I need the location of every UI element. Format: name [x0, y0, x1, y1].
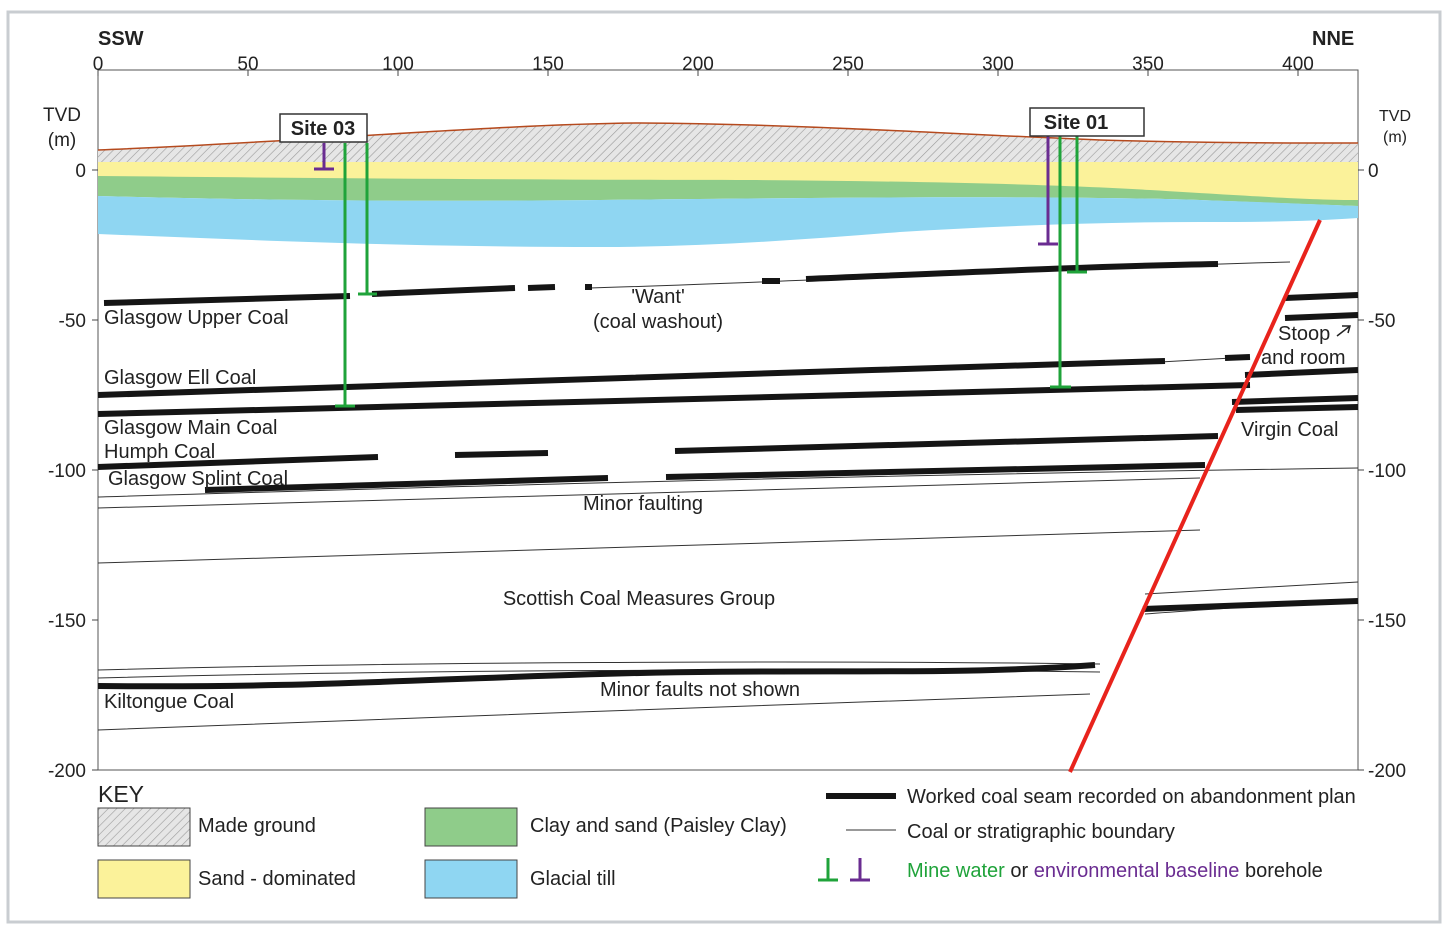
key-label-boreholes: Mine water or environmental baseline bor… — [907, 860, 1323, 882]
seam-glasgow-upper-7 — [1284, 292, 1359, 301]
y-tick: -50 — [59, 311, 86, 332]
site01-boreholes: Site 01 — [1029, 107, 1145, 389]
seam-humph-3 — [674, 433, 1219, 454]
x-tick: 50 — [237, 54, 258, 75]
fault-line — [1068, 219, 1322, 773]
clay-layer — [98, 176, 1358, 206]
key-baseline-text: environmental baseline — [1034, 860, 1240, 882]
y-tick: -200 — [1368, 761, 1406, 782]
key-swatch-boreholes — [818, 858, 870, 882]
key-label-made-ground: Made ground — [198, 815, 316, 837]
key-swatch-sand — [97, 859, 191, 899]
y-title-right-1: TVD — [1379, 108, 1411, 125]
y-tick: 0 — [1368, 161, 1379, 182]
site03-label: Site 03 — [291, 118, 355, 140]
key-label-worked-seam: Worked coal seam recorded on abandonment… — [907, 786, 1356, 808]
seam-deep-nne — [1142, 598, 1359, 612]
key-label-till: Glacial till — [530, 868, 616, 890]
y-tick-labels-right: 0 -50 -100 -150 -200 — [1368, 161, 1406, 782]
glacial-till-layer — [98, 196, 1358, 247]
x-tick: 0 — [93, 54, 104, 75]
y-axis-ticks — [92, 169, 1364, 771]
x-tick-labels: 0 50 100 150 200 250 300 350 400 — [93, 54, 1314, 75]
y-tick-labels-left: 0 -50 -100 -150 -200 — [48, 161, 86, 782]
label-glasgow-upper: Glasgow Upper Coal — [104, 307, 289, 329]
seam-glasgow-main-2 — [1231, 395, 1359, 405]
y-tick: -200 — [48, 761, 86, 782]
site03-label-box — [279, 113, 368, 143]
seam-glasgow-upper-8 — [1284, 312, 1359, 321]
y-tick: 0 — [75, 161, 86, 182]
label-glasgow-main: Glasgow Main Coal — [104, 417, 277, 439]
key-swatch-clay — [424, 807, 518, 847]
seam-glasgow-upper-1 — [103, 293, 351, 306]
seam-glasgow-main-3 — [1235, 404, 1359, 413]
y-title-left-2: (m) — [48, 130, 76, 151]
seam-glasgow-main-1 — [97, 382, 1251, 417]
seam-glasgow-splint-2 — [665, 462, 1206, 480]
y-title-left-1: TVD — [43, 105, 81, 126]
x-axis-ticks — [97, 70, 1299, 76]
key-title: KEY — [98, 781, 144, 807]
label-and-room: and room — [1261, 347, 1346, 369]
x-tick: 250 — [832, 54, 864, 75]
seam-glasgow-splint-1 — [204, 475, 609, 493]
seam-glasgow-upper-6 — [805, 261, 1219, 282]
label-glasgow-ell: Glasgow Ell Coal — [104, 367, 256, 389]
worked-coal-seams — [97, 261, 1359, 690]
key-label-clay: Clay and sand (Paisley Clay) — [530, 815, 787, 837]
key-label-sand: Sand - dominated — [198, 868, 356, 890]
label-kiltongue: Kiltongue Coal — [104, 691, 234, 713]
seam-labels: Glasgow Upper Coal 'Want' (coal washout)… — [104, 286, 1346, 713]
y-tick: -150 — [48, 611, 86, 632]
direction-nne: NNE — [1312, 28, 1354, 50]
label-glasgow-splint: Glasgow Splint Coal — [108, 468, 288, 490]
y-tick: -150 — [1368, 611, 1406, 632]
x-tick: 200 — [682, 54, 714, 75]
label-want: 'Want' — [631, 286, 685, 308]
x-tick: 350 — [1132, 54, 1164, 75]
label-coal-washout: (coal washout) — [593, 311, 723, 333]
y-tick: -100 — [1368, 461, 1406, 482]
x-tick: 150 — [532, 54, 564, 75]
stoop-arrow — [1336, 325, 1351, 337]
label-stoop: Stoop — [1278, 323, 1330, 345]
y-tick: -100 — [48, 461, 86, 482]
seam-kiltongue — [97, 662, 1096, 690]
seam-glasgow-ell-2 — [1224, 354, 1251, 361]
site01-label: Site 01 — [1044, 112, 1108, 134]
label-virgin-coal: Virgin Coal — [1241, 419, 1338, 441]
y-tick: -50 — [1368, 311, 1395, 332]
direction-ssw: SSW — [98, 28, 144, 50]
label-minor-faulting: Minor faulting — [583, 493, 703, 515]
seam-glasgow-upper-2 — [371, 285, 516, 297]
seam-humph-1 — [97, 454, 379, 470]
label-minor-faults-not-shown: Minor faults not shown — [600, 679, 800, 701]
key-swatch-till — [424, 859, 518, 899]
x-tick: 100 — [382, 54, 414, 75]
site01-label-box — [1029, 107, 1145, 137]
x-tick: 400 — [1282, 54, 1314, 75]
x-tick: 300 — [982, 54, 1014, 75]
seam-glasgow-ell-1 — [97, 358, 1166, 398]
key-swatch-made-ground — [97, 807, 191, 847]
site03-boreholes: Site 03 — [279, 113, 377, 408]
key-mine-water-text: Mine water — [907, 860, 1005, 882]
key-label-boundary: Coal or stratigraphic boundary — [907, 821, 1175, 843]
label-scottish-coal-measures: Scottish Coal Measures Group — [503, 588, 775, 610]
seam-humph-2 — [454, 450, 549, 458]
seam-glasgow-upper-3 — [527, 284, 556, 291]
label-humph: Humph Coal — [104, 441, 215, 463]
seam-glasgow-ell-3 — [1244, 367, 1359, 378]
y-title-right-2: (m) — [1383, 129, 1407, 146]
